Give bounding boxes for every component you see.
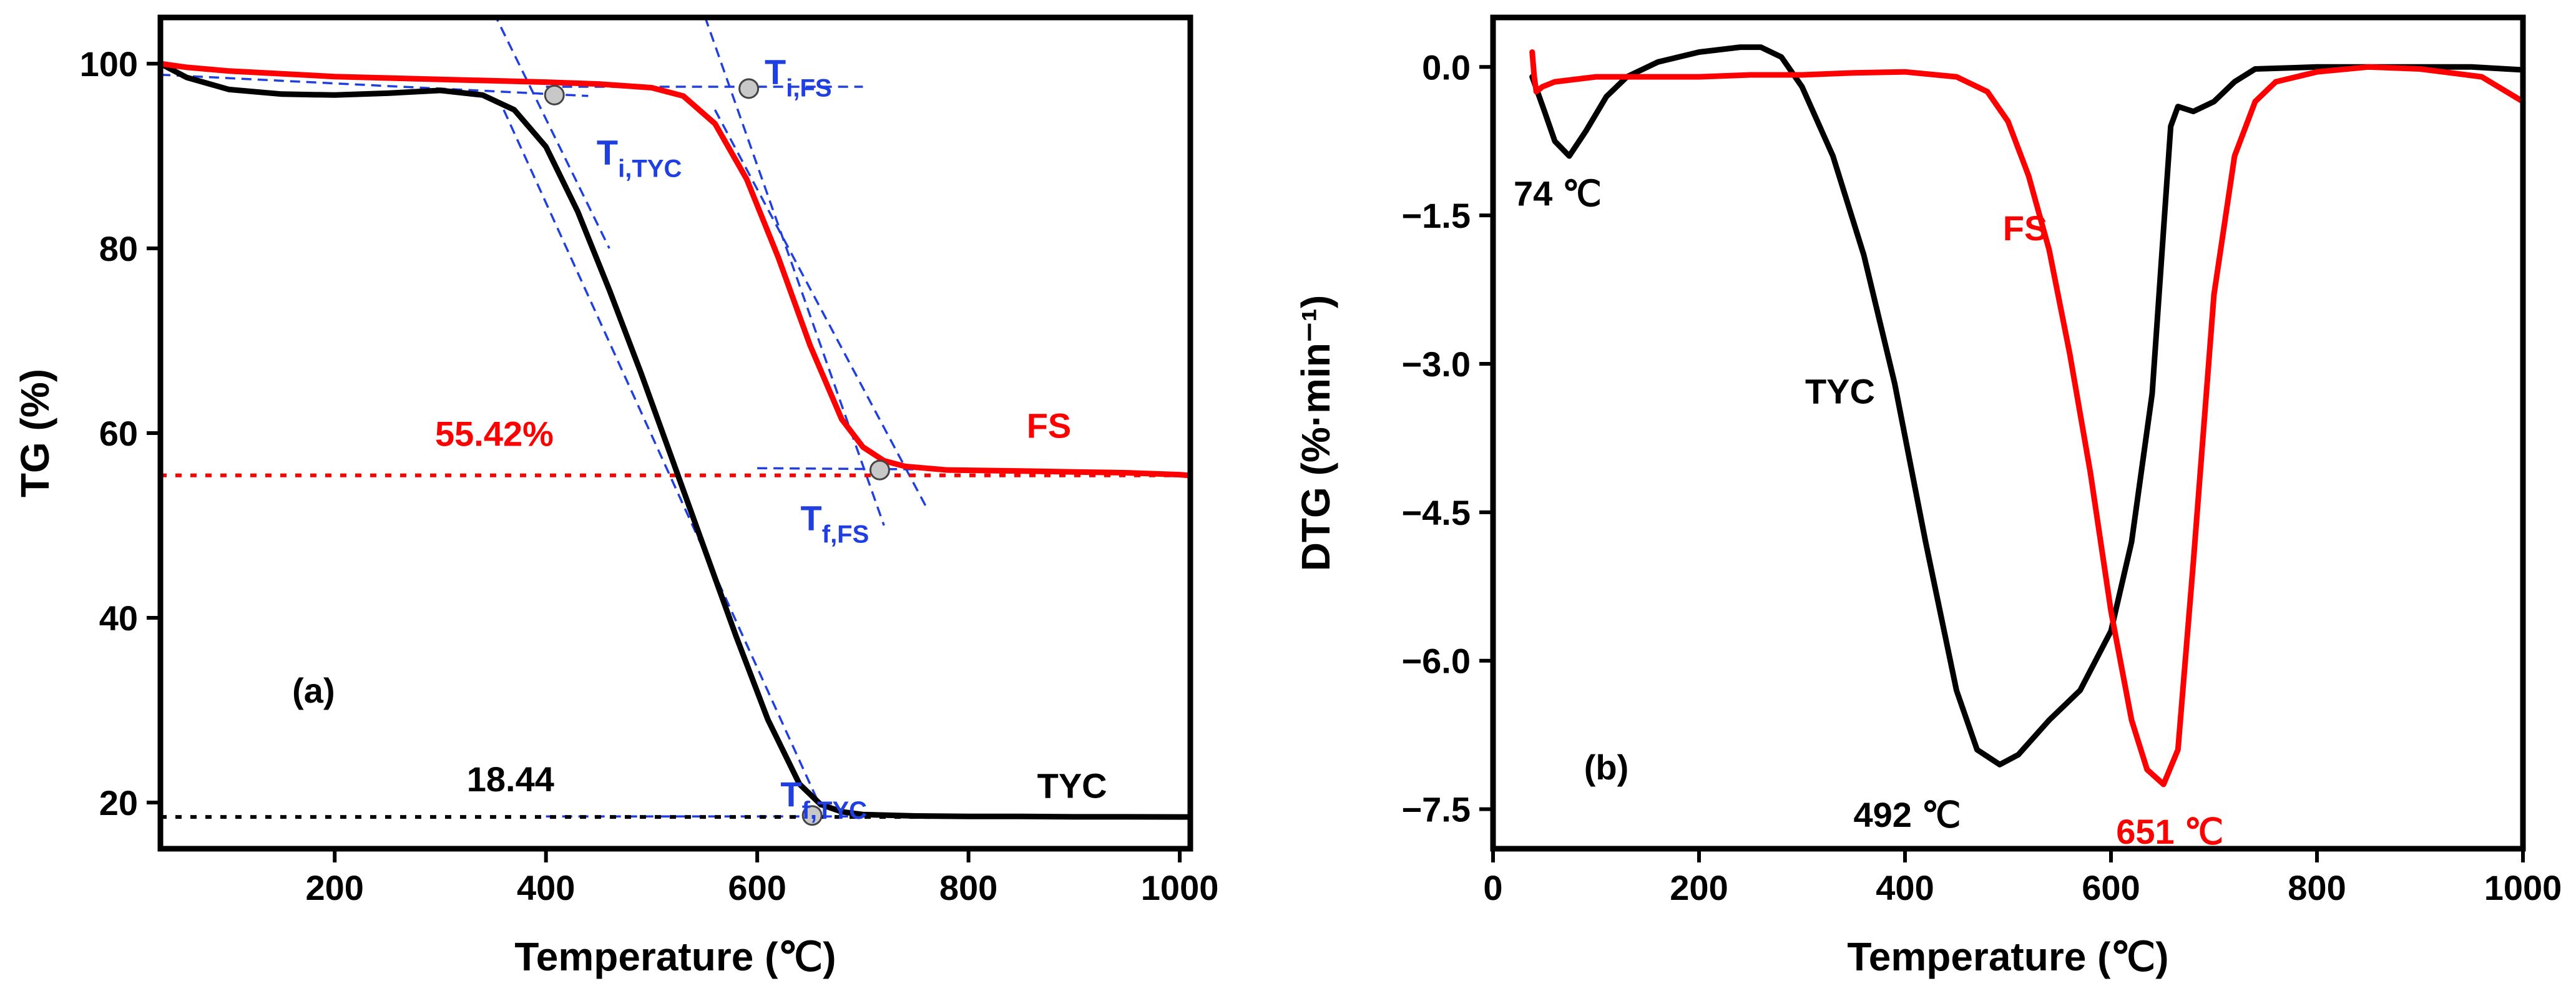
marker-label-ti-fs: Ti,FS [765,52,832,102]
panel-label-b: (b) [1584,748,1629,787]
tangent-line [160,74,589,97]
peak-label-492: 492 ℃ [1854,795,1961,834]
series-group [1529,44,2523,788]
y-tick-label: −7.5 [1401,790,1471,829]
x-axis-title-a: Temperature (℃) [514,934,836,979]
y-tick-label: −3.0 [1401,344,1471,384]
x-axis-title-b: Temperature (℃) [1847,934,2168,979]
series-label-fs-b: FS [2003,208,2048,248]
marker-label-ti-tyc: Ti,TYC [597,132,682,182]
tangent-line [494,17,610,249]
x-tick-label: 600 [2082,868,2140,907]
panel-label-a: (a) [292,671,335,710]
y-tick-label: 80 [99,229,138,268]
series-line-tyc [157,61,1193,820]
marker-point [801,805,823,826]
series-label-tyc-b: TYC [1805,371,1875,411]
y-axis-ticks: 0.0 −1.5 −3.0 −4.5 −6.0 −7.5 [1401,47,1493,829]
x-tick-label: 800 [2288,868,2346,907]
panel-a: 200 400 600 800 1000 20 40 60 80 100 Temperature… [12,14,1219,979]
y-axis-title-a: TG (%) [12,369,57,497]
x-tick-label: 400 [517,868,575,907]
y-tick-label: 0.0 [1422,47,1471,87]
series-group [157,61,1193,820]
plot-frame-b [1490,14,2526,852]
residue-label-tyc: 18.44 [467,759,554,799]
marker-point [869,459,890,481]
marker-group [544,78,890,826]
marker-label-tf-tyc: Tf,TYC [780,774,867,824]
y-tick-label: 20 [99,783,138,823]
y-tick-label: −4.5 [1401,493,1471,532]
y-tick-label: 100 [80,44,138,84]
x-tick-label: 200 [306,868,364,907]
tangent-line [703,17,885,526]
series-label-tyc-a: TYC [1037,766,1107,806]
y-tick-label: 60 [99,414,138,453]
panel-b: 0 200 400 600 800 1000 0.0 −1.5 −3.0 −4.5 −6.0 −7.… [1293,14,2562,979]
marker-point [738,78,760,99]
y-tick-label: −6.0 [1401,642,1471,681]
peak-label-651: 651 ℃ [2116,812,2223,851]
y-axis-ticks: 20 40 60 80 100 [80,44,160,823]
y-tick-label: −1.5 [1401,196,1471,235]
series-line-fs [1529,49,2523,788]
marker-point [544,84,565,105]
x-tick-label: 600 [728,868,786,907]
x-axis-ticks: 200 400 600 800 1000 [306,849,1219,907]
series-label-fs-a: FS [1027,406,1072,445]
y-axis-title-b: DTG (%·min⁻¹) [1293,295,1338,572]
x-tick-label: 1000 [2484,868,2562,907]
x-tick-label: 200 [1670,868,1728,907]
x-tick-label: 400 [1876,868,1934,907]
y-tick-label: 40 [99,598,138,638]
marker-label-tf-fs: Tf,FS [801,498,869,548]
tangent-line [713,109,928,508]
peak-label-74: 74 ℃ [1514,173,1602,213]
x-tick-label: 0 [1483,868,1502,907]
x-axis-ticks: 0 200 400 600 800 1000 [1483,849,2562,907]
residue-label-fs: 55.42% [435,414,554,454]
panel-a-plot [157,17,1193,826]
x-tick-label: 800 [939,868,997,907]
series-line-fs [157,61,1193,479]
tangent-line [502,109,822,808]
x-tick-label: 1000 [1141,868,1219,907]
